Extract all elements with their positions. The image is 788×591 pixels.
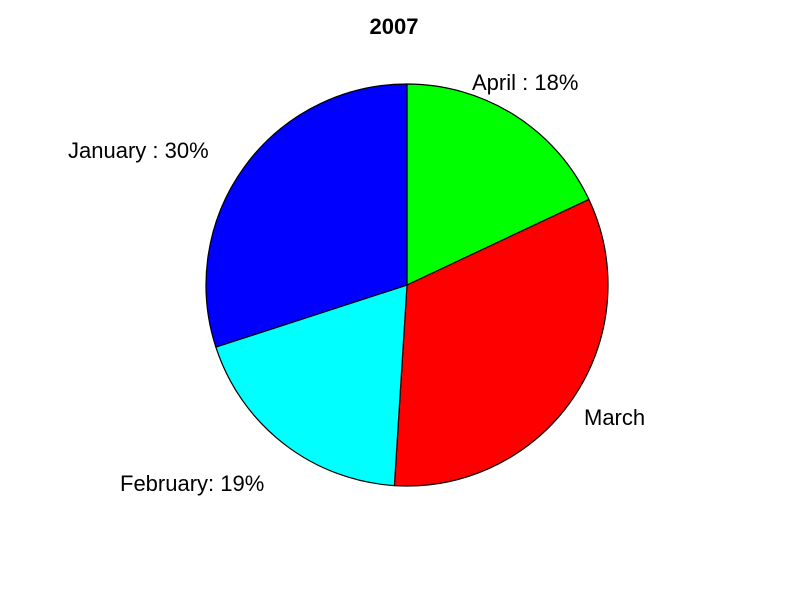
pie-slice-april: [406, 83, 590, 286]
slice-label-february: February: 19%: [120, 471, 264, 496]
pie-slice-february: [215, 284, 408, 487]
pie-slice-january: [205, 83, 408, 348]
slice-label-january: January : 30%: [68, 138, 209, 163]
pie-slice-march: [393, 198, 609, 487]
slice-label-march: March: [584, 405, 645, 430]
chart-title: 2007: [369, 14, 419, 39]
slice-label-april: April : 18%: [472, 70, 578, 95]
